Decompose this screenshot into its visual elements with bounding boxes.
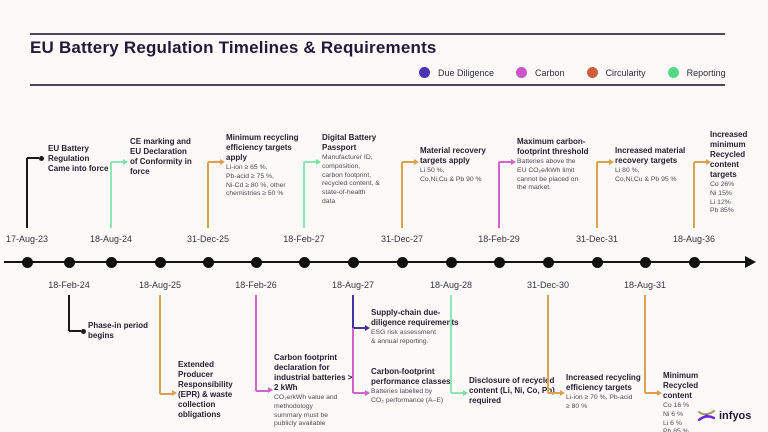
legend-item-due-diligence: Due Diligence — [419, 67, 494, 78]
event-title: Carbon footprint declaration for industr… — [274, 353, 353, 392]
legend-label: Due Diligence — [438, 67, 495, 78]
connector-arrow-icon — [172, 390, 177, 396]
event-detail: Li 50 %, Co,Ni,Cu & Pb 90 % — [420, 167, 482, 183]
timeline-arrow-icon — [745, 256, 756, 268]
date-label: 31-Dec-25 — [186, 234, 230, 244]
event-title: Maximum carbon-footprint threshold — [517, 137, 589, 156]
reporting-dot-icon — [667, 67, 679, 78]
event-title: Extended Producer Responsibility (EPR) &… — [178, 360, 233, 419]
timeline-dot — [105, 256, 117, 268]
event-detail: Manufacturer ID, composition, carbon foo… — [322, 154, 380, 206]
event-title: Increased minimum Recycled content targe… — [710, 130, 748, 179]
connector-dot — [39, 155, 44, 161]
date-label: 17-Aug-23 — [5, 234, 49, 244]
connector-arrow-icon — [268, 387, 273, 393]
connector-arrow-icon — [414, 158, 419, 165]
timeline-axis — [4, 260, 746, 264]
event-title: Minimum Recycled content — [663, 371, 699, 400]
event-title: Phase-in period begins — [88, 321, 149, 340]
date-label: 31-Dec-27 — [380, 234, 424, 244]
infyos-dragonfly-icon — [698, 410, 715, 422]
timeline-dot — [21, 256, 33, 268]
connector-arrow-icon — [123, 158, 128, 165]
date-label: 18-Aug-31 — [623, 280, 667, 290]
event-detail: Li 80 %, Co,Ni,Cu & Pb 95 % — [615, 167, 677, 183]
connector-arrow-icon — [365, 324, 370, 331]
connector-arrow-icon — [316, 158, 321, 165]
brand-logo: infyos — [698, 409, 751, 423]
timeline-dot — [445, 256, 457, 268]
timeline-dot — [591, 256, 603, 268]
event-detail: Co 16 % Ni 6 % Li 6 % Pb 85 % — [663, 402, 690, 432]
carbon-dot-icon — [516, 67, 528, 78]
timeline-dot — [688, 256, 700, 268]
event-title: Carbon-footprint performance classes — [371, 367, 451, 386]
event-detail: ESG risk assessment & annual reporting. — [371, 329, 436, 345]
event-detail: Li-ion ≥ 65 %, Pb-acid ≥ 75 %, Ni-Cd ≥ 8… — [226, 164, 286, 198]
event-title: CE marking and EU Declaration of Conform… — [130, 137, 192, 176]
date-label: 18-Aug-27 — [331, 280, 375, 290]
event-title: Increased recycling efficiency targets — [566, 373, 641, 392]
connector-arrow-icon — [511, 158, 516, 165]
event-detail: Li-ion ≥ 70 %, Pb-acid ≥ 80 % — [566, 394, 633, 410]
connector-arrow-icon — [706, 158, 711, 165]
circularity-dot-icon — [586, 67, 598, 78]
date-label: 18-Feb-29 — [478, 234, 520, 244]
timeline-dot — [63, 256, 75, 268]
date-label: 31-Dec-31 — [575, 234, 619, 244]
legend-item-carbon: Carbon — [516, 67, 565, 78]
legend-item-reporting: Reporting — [667, 67, 726, 78]
event-title: Supply-chain due-diligence requirements — [371, 308, 459, 327]
event-detail: CO₂e/kWh value and methodology summary m… — [274, 394, 338, 428]
timeline-dot — [250, 256, 262, 268]
date-label: 18-Feb-27 — [283, 234, 325, 244]
date-label: 18-Aug-28 — [429, 280, 473, 290]
date-label: 18-Feb-24 — [48, 280, 90, 290]
legend-label: Reporting — [686, 67, 726, 78]
legend-item-circularity: Circularity — [586, 67, 646, 78]
timeline-dot — [154, 256, 166, 268]
timeline-dot — [493, 256, 505, 268]
legend-label: Circularity — [605, 67, 646, 78]
connector-arrow-icon — [463, 389, 468, 396]
event-title: Digital Battery Passport — [322, 133, 377, 152]
date-label: 18-Aug-24 — [89, 234, 133, 244]
event-detail: Batteries labelled by CO₂ performance (A… — [371, 388, 444, 404]
date-label: 18-Aug-36 — [672, 234, 716, 244]
event-title: EU Battery Regulation Came into force — [48, 144, 109, 173]
header-top-rule — [30, 33, 725, 35]
event-title: Material recovery targets apply — [420, 146, 486, 165]
date-label: 18-Aug-25 — [138, 280, 182, 290]
event-title: Disclosure of recycled content (Li, Ni, … — [469, 376, 555, 405]
brand-name: infyos — [719, 410, 752, 422]
connector-arrow-icon — [220, 158, 225, 165]
timeline-dot — [298, 256, 310, 268]
timeline-dot — [396, 256, 408, 268]
date-label: 18-Feb-26 — [235, 280, 277, 290]
legend-label: Carbon — [535, 67, 565, 78]
timeline-dot — [542, 256, 554, 268]
timeline-dot — [202, 256, 214, 268]
due-diligence-dot-icon — [419, 67, 430, 78]
connector-arrow-icon — [365, 389, 370, 396]
event-detail: Co 26% Ni 15% Li 12% Pb 85% — [710, 181, 735, 215]
legend: Due Diligence Carbon Circularity Reporti… — [419, 67, 726, 78]
header-bottom-rule — [30, 84, 725, 86]
timeline-dot — [347, 256, 359, 268]
timeline-dot — [639, 256, 651, 268]
event-title: Increased material recovery targets — [615, 146, 686, 165]
connector-dot — [81, 328, 86, 334]
event-title: Minimum recycling efficiency targets app… — [226, 133, 299, 162]
connector-arrow-icon — [657, 389, 662, 396]
event-detail: Batteries above the EU CO₂e/kWh limit ca… — [517, 158, 579, 192]
date-label: 31-Dec-30 — [526, 280, 570, 290]
connector-arrow-icon — [560, 389, 565, 396]
page-title: EU Battery Regulation Timelines & Requir… — [30, 38, 437, 57]
connector-arrow-icon — [609, 158, 614, 165]
